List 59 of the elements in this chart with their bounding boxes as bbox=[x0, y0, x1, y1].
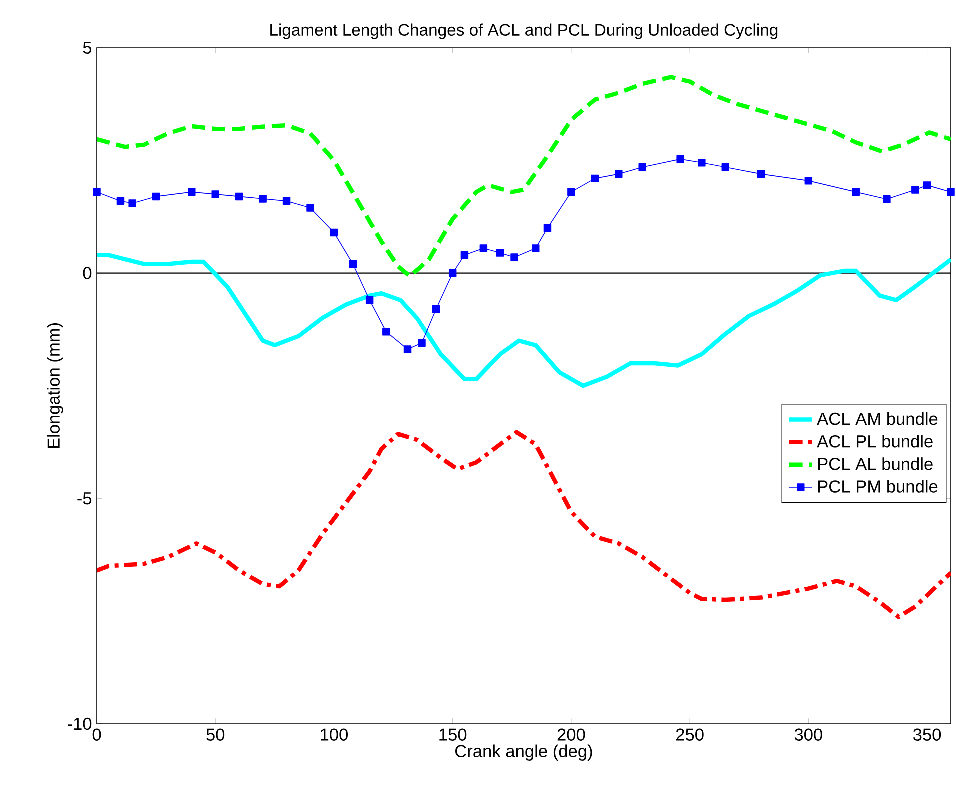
point bbox=[460, 251, 469, 260]
point bbox=[259, 195, 267, 203]
y-tick-label: -10 bbox=[68, 718, 92, 730]
point bbox=[404, 346, 412, 354]
point bbox=[568, 188, 576, 196]
x-tick-label: 300 bbox=[794, 728, 822, 741]
point bbox=[496, 249, 504, 257]
x-tick-label: 100 bbox=[321, 728, 348, 741]
point bbox=[757, 170, 766, 178]
y-tick-label: 0 bbox=[83, 267, 92, 280]
point bbox=[480, 244, 488, 252]
point bbox=[947, 188, 955, 196]
point bbox=[638, 164, 646, 172]
point bbox=[591, 174, 600, 183]
point bbox=[615, 170, 623, 178]
point bbox=[128, 200, 136, 208]
x-tick-label: 200 bbox=[558, 728, 586, 741]
point bbox=[282, 197, 291, 206]
point bbox=[448, 269, 457, 278]
point bbox=[366, 296, 374, 304]
legend-label: ACL PL bundle bbox=[817, 435, 933, 448]
point bbox=[912, 186, 920, 194]
point bbox=[330, 228, 338, 237]
y-tick-label: 5 bbox=[83, 42, 92, 54]
y-tick-label: -5 bbox=[78, 492, 92, 505]
x-tick-label: 50 bbox=[206, 728, 225, 741]
point bbox=[116, 197, 125, 206]
point bbox=[852, 188, 860, 196]
y-axis-title: Elongation (mm) bbox=[47, 324, 64, 448]
point bbox=[510, 254, 518, 262]
x-tick-label: 0 bbox=[92, 728, 102, 741]
point bbox=[804, 177, 813, 185]
point bbox=[382, 328, 390, 336]
legend-label: ACL AM bundle bbox=[817, 412, 938, 426]
point bbox=[432, 306, 440, 314]
point bbox=[349, 260, 358, 268]
point bbox=[188, 188, 196, 196]
point bbox=[923, 182, 932, 190]
point bbox=[235, 192, 244, 201]
point bbox=[212, 190, 220, 198]
point bbox=[93, 188, 101, 196]
x-tick-label: 250 bbox=[676, 728, 704, 741]
x-tick-label: 350 bbox=[913, 728, 942, 741]
chart-title: Ligament Length Changes of ACL and PCL During Unloaded Cycling bbox=[270, 24, 778, 40]
point bbox=[532, 244, 540, 252]
point bbox=[544, 224, 552, 232]
point bbox=[676, 155, 684, 164]
line-series bbox=[97, 430, 951, 620]
point bbox=[152, 192, 160, 201]
x-axis-title: Crank angle (deg) bbox=[456, 744, 592, 761]
point bbox=[883, 196, 891, 204]
point bbox=[418, 339, 426, 348]
line-series bbox=[97, 253, 951, 388]
legend-label: PCL AL bundle bbox=[818, 458, 933, 470]
legend-label: PCL PM bundle bbox=[818, 480, 938, 493]
point bbox=[722, 164, 730, 172]
point bbox=[698, 159, 706, 167]
point bbox=[306, 204, 314, 212]
x-tick-label: 150 bbox=[440, 728, 467, 741]
